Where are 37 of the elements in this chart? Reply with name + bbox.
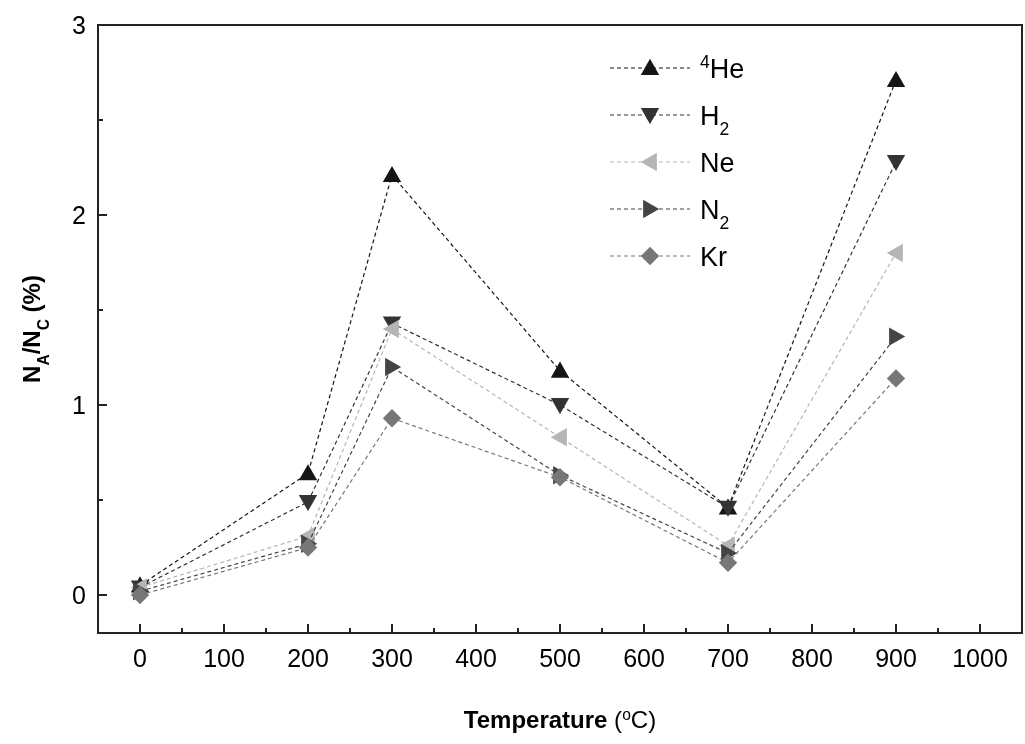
x-tick-label: 600	[623, 644, 665, 672]
x-axis-title: Temperature ($^{o}$C)	[463, 705, 657, 733]
point	[886, 154, 906, 171]
y-tick-label: 0	[72, 581, 86, 609]
legend-label: $^{4}$He	[700, 52, 745, 84]
point	[382, 319, 399, 339]
point	[298, 538, 318, 557]
point	[550, 428, 567, 447]
point	[550, 398, 570, 415]
point	[886, 243, 903, 263]
point	[385, 357, 402, 377]
y-tick-label: 2	[72, 201, 86, 229]
point	[550, 361, 570, 378]
x-tick-label: 700	[707, 644, 749, 672]
x-tick-label: 200	[287, 644, 329, 672]
point	[382, 409, 402, 428]
x-tick-label: 500	[539, 644, 581, 672]
y-tick-label: 1	[72, 391, 86, 419]
x-tick-label: 100	[203, 644, 245, 672]
point	[886, 369, 906, 388]
legend-label: H$_{2}$	[700, 101, 730, 139]
point	[886, 70, 906, 87]
x-tick-label: 900	[875, 644, 917, 672]
legend-label: N$_{2}$	[700, 195, 730, 233]
legend-label: Kr	[700, 242, 728, 272]
y-tick-label: 3	[72, 11, 86, 39]
point	[718, 553, 738, 572]
point	[889, 327, 906, 346]
x-tick-label: 300	[371, 644, 413, 672]
x-tick-label: 800	[791, 644, 833, 672]
point	[298, 464, 318, 481]
legend-label: Ne	[700, 148, 735, 178]
x-tick-label: 400	[455, 644, 497, 672]
point	[382, 165, 402, 182]
x-tick-label: 0	[133, 644, 147, 672]
point	[298, 495, 318, 512]
x-tick-label: 1000	[952, 644, 1008, 672]
